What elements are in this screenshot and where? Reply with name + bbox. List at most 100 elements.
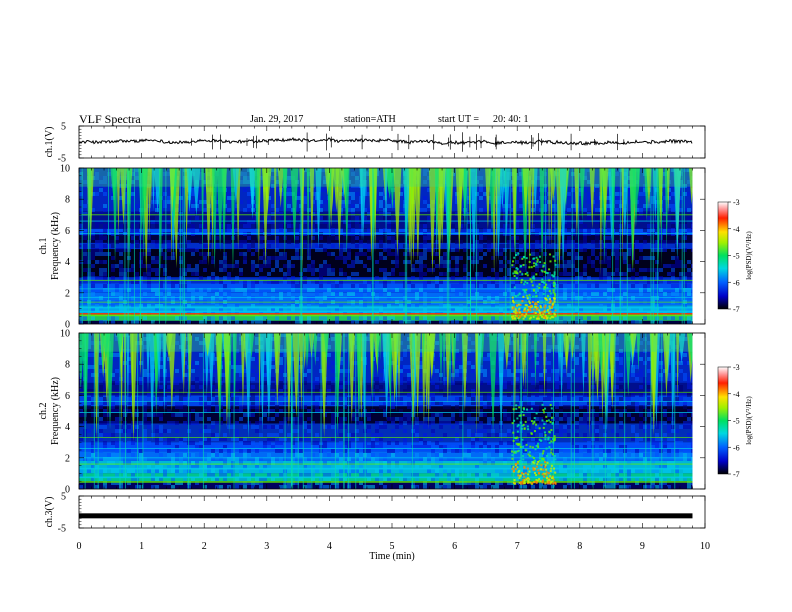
sferic-streak bbox=[369, 333, 374, 396]
chorus-emission bbox=[528, 300, 531, 303]
chorus-emission bbox=[540, 439, 543, 442]
sferic-streak bbox=[524, 333, 527, 394]
chorus-emission bbox=[546, 272, 549, 275]
chorus-emission bbox=[527, 473, 530, 476]
station-label: station=ATH bbox=[344, 114, 396, 125]
chorus-emission bbox=[518, 443, 521, 446]
chorus-emission bbox=[539, 306, 542, 309]
chorus-emission bbox=[523, 408, 526, 411]
chorus-emission bbox=[523, 427, 526, 430]
chorus-emission bbox=[518, 449, 521, 452]
chorus-emission bbox=[544, 304, 547, 307]
y-tick-label: 8 bbox=[65, 195, 70, 206]
chorus-emission bbox=[526, 477, 529, 480]
chorus-emission bbox=[513, 479, 516, 482]
chorus-emission bbox=[515, 314, 518, 317]
chorus-emission bbox=[554, 458, 557, 461]
chorus-emission bbox=[549, 470, 552, 473]
chorus-emission bbox=[521, 257, 524, 260]
chorus-emission bbox=[535, 295, 538, 298]
y-tick-label: 10 bbox=[60, 164, 70, 175]
chorus-emission bbox=[515, 267, 518, 270]
sferic-streak bbox=[527, 168, 532, 270]
sferic-streak bbox=[348, 333, 356, 424]
chorus-emission bbox=[518, 477, 521, 480]
spectrogram-band bbox=[79, 305, 693, 315]
chorus-emission bbox=[536, 306, 539, 309]
chorus-emission bbox=[549, 475, 552, 478]
chorus-emission bbox=[550, 416, 553, 419]
sferic-streak bbox=[168, 333, 176, 412]
chorus-emission bbox=[521, 445, 524, 448]
chorus-emission bbox=[526, 310, 529, 313]
chorus-emission bbox=[536, 463, 539, 466]
sferic-streak bbox=[208, 333, 215, 405]
x-tick-label: 3 bbox=[264, 541, 269, 552]
chorus-emission bbox=[549, 260, 552, 263]
chorus-emission bbox=[554, 263, 557, 266]
chorus-emission bbox=[548, 307, 551, 310]
sferic-streak bbox=[306, 333, 310, 369]
sferic-streak bbox=[333, 168, 340, 212]
chorus-emission bbox=[522, 264, 525, 267]
sferic-streak bbox=[547, 168, 551, 250]
sferic-streak bbox=[376, 333, 380, 378]
spectrogram-band bbox=[79, 320, 693, 324]
chorus-emission bbox=[531, 295, 534, 298]
chorus-emission bbox=[526, 282, 529, 285]
chorus-emission bbox=[523, 315, 526, 318]
chorus-emission bbox=[516, 425, 519, 428]
chorus-emission bbox=[519, 414, 522, 417]
sferic-streak bbox=[646, 168, 652, 209]
sferic-streak bbox=[428, 333, 436, 377]
colorbar-tick-label: -7 bbox=[733, 470, 740, 479]
chorus-emission bbox=[535, 465, 538, 468]
sferic-streak bbox=[531, 168, 535, 234]
chorus-emission bbox=[538, 459, 541, 462]
chorus-emission bbox=[534, 295, 537, 298]
chorus-emission bbox=[543, 306, 546, 309]
chorus-emission bbox=[545, 471, 548, 474]
chorus-emission bbox=[542, 408, 545, 411]
chorus-emission bbox=[522, 407, 525, 410]
chorus-emission bbox=[512, 272, 515, 275]
chorus-emission bbox=[551, 480, 554, 483]
y-axis-label-ch3-waveform: ch.3(V) bbox=[44, 497, 55, 528]
sferic-streak bbox=[609, 333, 615, 403]
chorus-emission bbox=[537, 313, 540, 316]
chorus-emission bbox=[516, 436, 519, 439]
sferic-streak bbox=[299, 333, 304, 413]
sferic-streak bbox=[162, 333, 167, 416]
chorus-emission bbox=[521, 438, 524, 441]
chorus-emission bbox=[546, 482, 549, 485]
chorus-emission bbox=[545, 415, 548, 418]
chorus-emission bbox=[550, 305, 553, 308]
chorus-emission bbox=[545, 476, 548, 479]
sferic-streak bbox=[581, 333, 586, 398]
chorus-emission bbox=[515, 437, 518, 440]
chorus-emission bbox=[542, 316, 545, 319]
chorus-emission bbox=[511, 450, 514, 453]
sferic-streak bbox=[282, 168, 288, 210]
chorus-emission bbox=[524, 472, 527, 475]
chorus-emission bbox=[515, 442, 518, 445]
chorus-emission bbox=[545, 447, 548, 450]
chorus-emission bbox=[533, 430, 536, 433]
chorus-emission bbox=[543, 310, 546, 313]
chorus-emission bbox=[552, 316, 555, 319]
chorus-emission bbox=[541, 479, 544, 482]
sferic-streak bbox=[142, 168, 148, 216]
chorus-emission bbox=[554, 297, 557, 300]
sferic-streak bbox=[497, 168, 501, 203]
chorus-emission bbox=[538, 427, 541, 430]
chorus-emission bbox=[519, 475, 522, 478]
chorus-emission bbox=[543, 475, 546, 478]
chorus-emission bbox=[513, 451, 516, 454]
chorus-emission bbox=[550, 315, 553, 318]
chorus-emission bbox=[537, 300, 540, 303]
chorus-emission bbox=[550, 467, 553, 470]
chorus-emission bbox=[552, 275, 555, 278]
chorus-emission bbox=[517, 443, 520, 446]
chorus-emission bbox=[553, 285, 556, 288]
chorus-emission bbox=[532, 315, 535, 318]
